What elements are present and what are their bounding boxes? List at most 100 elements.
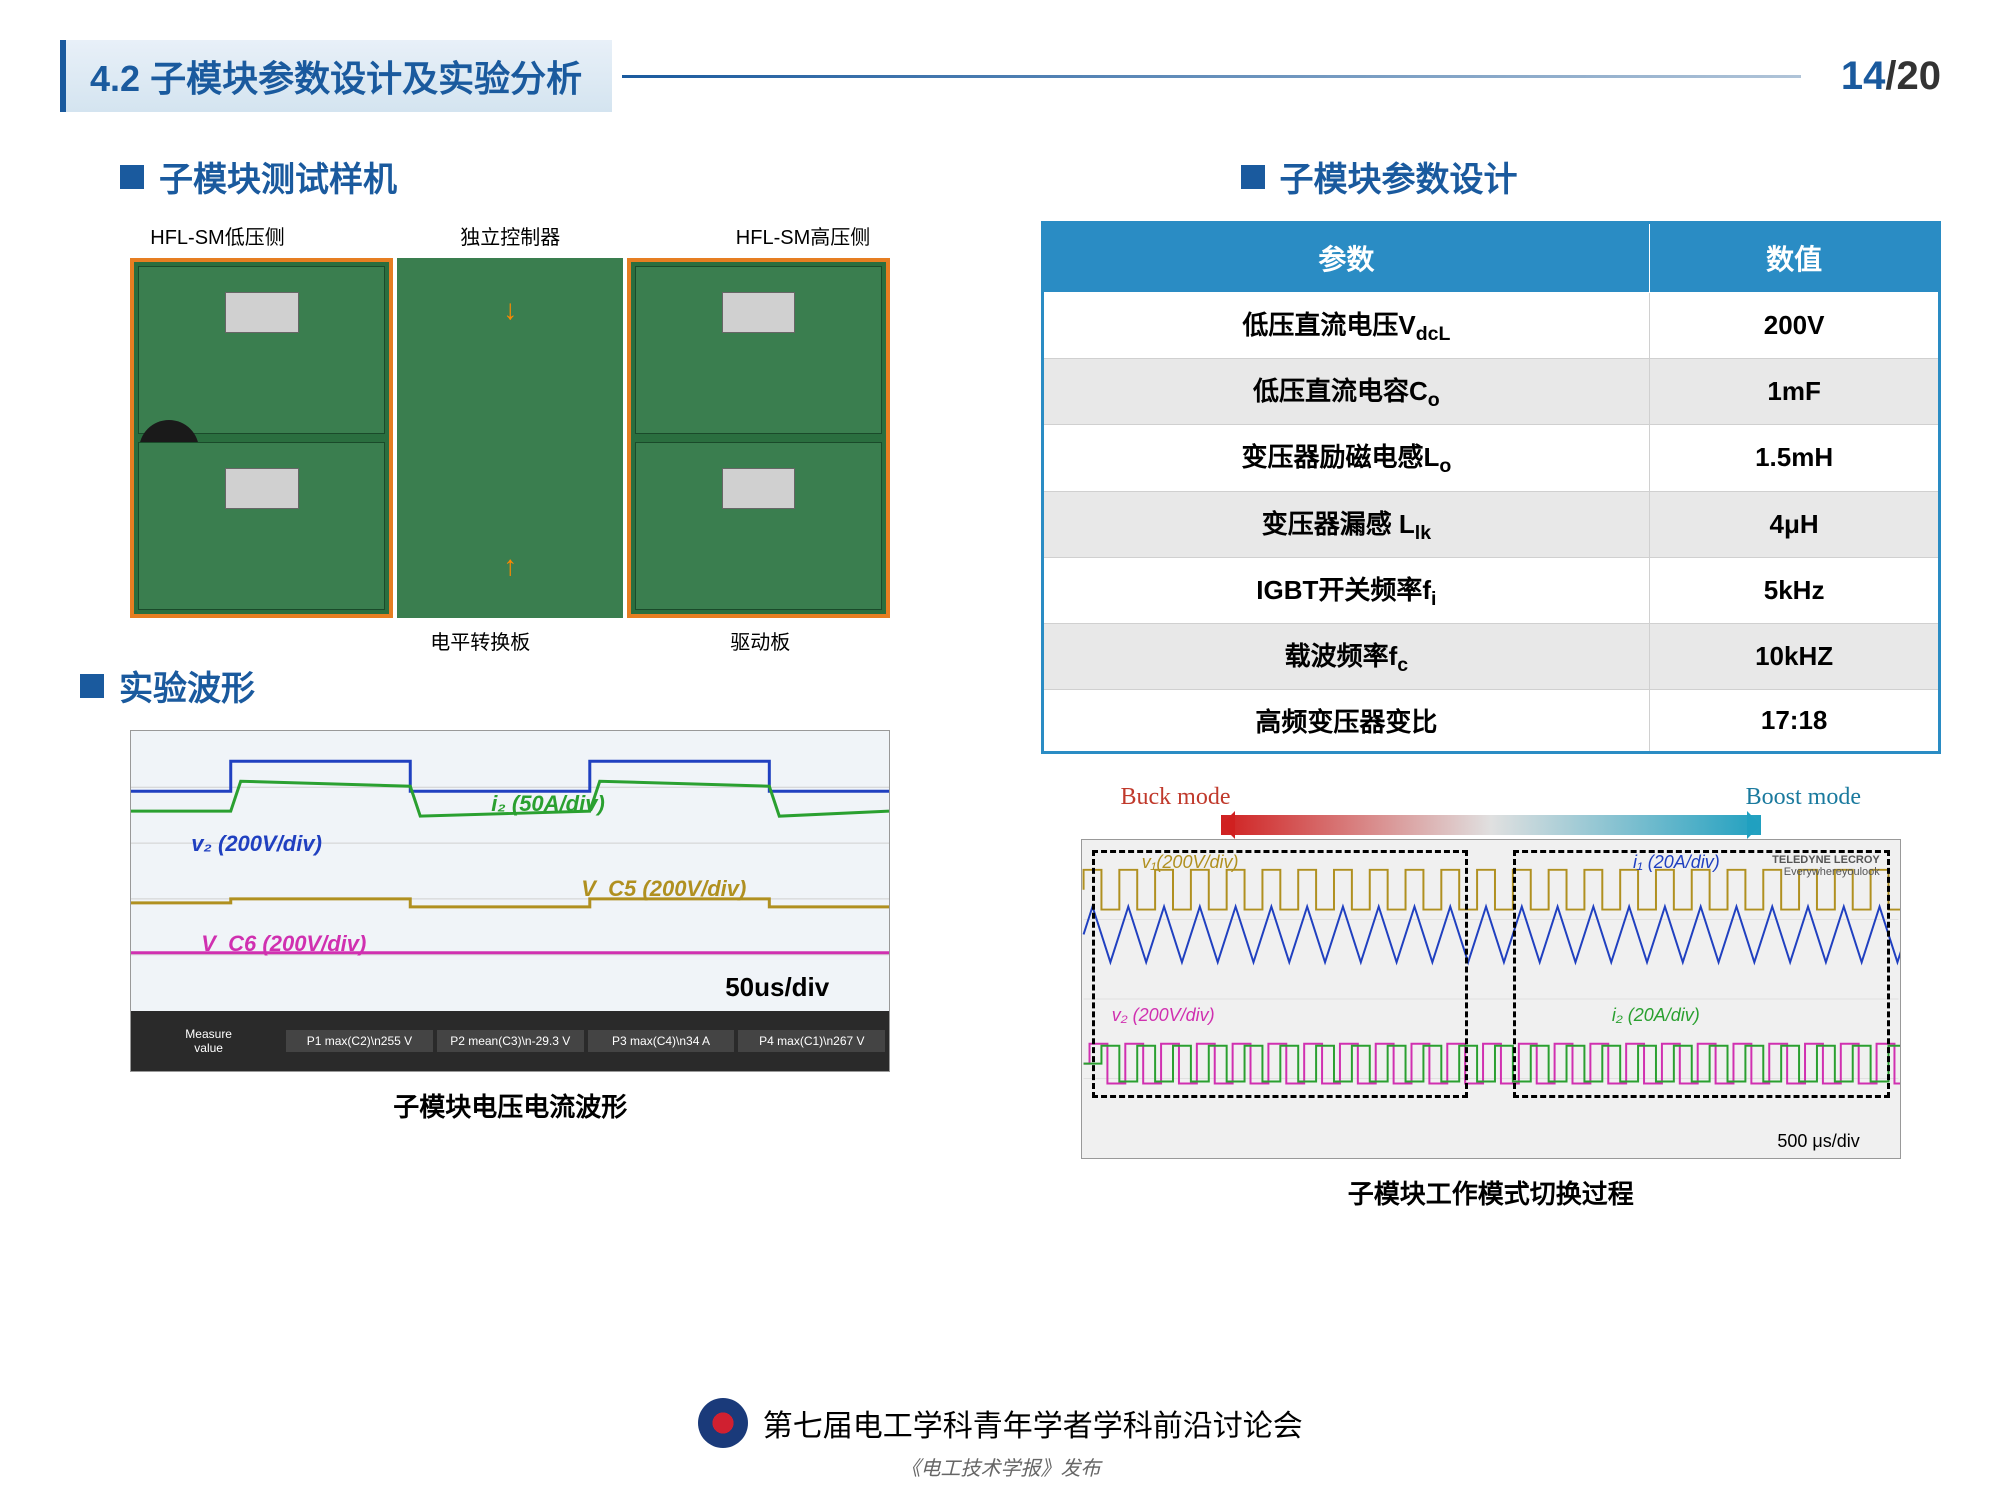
- pcb-figure: HFL-SM低压侧 独立控制器 HFL-SM高压侧 ↓ ↑: [130, 221, 890, 621]
- pcb-body: ↓ ↑: [130, 258, 890, 618]
- content-area: 子模块测试样机 HFL-SM低压侧 独立控制器 HFL-SM高压侧 ↓ ↑: [60, 152, 1941, 1211]
- value-cell: 1mF: [1650, 359, 1940, 425]
- param-cell: 高频变压器变比: [1042, 690, 1650, 753]
- arrow-down-icon: ↓: [503, 294, 517, 326]
- page-current: 14: [1841, 54, 1886, 98]
- right-column: 子模块参数设计 参数 数值 低压直流电压VdcL200V低压直流电容Co1mF变…: [1041, 152, 1942, 1211]
- wave2-label-v1: v₁(200V/div): [1142, 852, 1239, 873]
- value-cell: 10kHZ: [1650, 623, 1940, 689]
- meter: P1 max(C2)\n255 V: [286, 1030, 433, 1052]
- table-row: 低压直流电容Co1mF: [1042, 359, 1940, 425]
- buck-mode-region: [1092, 850, 1468, 1098]
- arrow-up-icon: ↑: [503, 550, 517, 582]
- table-header-row: 参数 数值: [1042, 223, 1940, 293]
- table-header-param: 参数: [1042, 223, 1650, 293]
- param-cell: IGBT开关频率fi: [1042, 557, 1650, 623]
- footer: 第七届电工学科青年学者学科前沿讨论会 《电工技术学报》发布: [0, 1398, 2001, 1481]
- pcb-bottom-labels: 电平转换板 驱动板: [130, 626, 890, 655]
- bullet-icon: [80, 674, 104, 698]
- waveform2: v₁(200V/div) i₁ (20A/div) v₂ (200V/div) …: [1081, 839, 1901, 1159]
- bullet-icon: [1241, 165, 1265, 189]
- param-cell: 变压器漏感 Llk: [1042, 491, 1650, 557]
- param-cell: 载波频率fc: [1042, 623, 1650, 689]
- waveform2-caption: 子模块工作模式切换过程: [1041, 1174, 1942, 1211]
- page-number: 14/20: [1841, 54, 1941, 99]
- pcb-top-labels: HFL-SM低压侧 独立控制器 HFL-SM高压侧: [130, 221, 890, 250]
- pcb-chip: [225, 292, 299, 334]
- mode-gradient-arrow: [1221, 815, 1761, 835]
- waveform1: i₂ (50A/div) v₂ (200V/div) V_C5 (200V/di…: [130, 730, 890, 1072]
- wave-label-timediv: 50us/div: [725, 972, 829, 1003]
- table-row: 变压器漏感 Llk4μH: [1042, 491, 1940, 557]
- boost-mode-region: [1513, 850, 1889, 1098]
- param-cell: 低压直流电容Co: [1042, 359, 1650, 425]
- wave2-label-timediv: 500 μs/div: [1777, 1131, 1859, 1152]
- param-table: 参数 数值 低压直流电压VdcL200V低压直流电容Co1mF变压器励磁电感Lo…: [1041, 221, 1942, 754]
- buck-mode-label: Buck mode: [1121, 784, 1231, 811]
- value-cell: 17:18: [1650, 690, 1940, 753]
- waveform1-plot: i₂ (50A/div) v₂ (200V/div) V_C5 (200V/di…: [131, 731, 889, 1011]
- page-total: /20: [1885, 54, 1941, 98]
- pcb-label-top-left: HFL-SM低压侧: [150, 221, 284, 250]
- value-cell: 200V: [1650, 293, 1940, 359]
- pcb-left-panel: [130, 258, 393, 618]
- param-cell: 变压器励磁电感Lo: [1042, 425, 1650, 491]
- meter: P2 mean(C3)\n-29.3 V: [437, 1030, 584, 1052]
- table-row: IGBT开关频率fi5kHz: [1042, 557, 1940, 623]
- boost-mode-label: Boost mode: [1746, 784, 1861, 811]
- table-row: 载波频率fc10kHZ: [1042, 623, 1940, 689]
- title-bar: 4.2 子模块参数设计及实验分析 14/20: [60, 40, 1941, 112]
- meter: P4 max(C1)\n267 V: [738, 1030, 885, 1052]
- left-section2-header: 实验波形: [80, 661, 961, 710]
- pcb-label-bot-right: 驱动板: [730, 626, 790, 655]
- pcb-chip: [225, 468, 299, 510]
- title-divider: [622, 75, 1801, 78]
- pcb-module: [138, 266, 385, 434]
- slide-title-box: 4.2 子模块参数设计及实验分析: [60, 40, 612, 112]
- wave2-label-i1: i₁ (20A/div): [1633, 852, 1720, 873]
- pcb-label-bot-mid: 电平转换板: [430, 626, 530, 655]
- left-section2-title: 实验波形: [119, 661, 255, 710]
- pcb-chip: [722, 468, 796, 510]
- table-row: 变压器励磁电感Lo1.5mH: [1042, 425, 1940, 491]
- waveform1-meters: Measurevalue P1 max(C2)\n255 V P2 mean(C…: [131, 1011, 889, 1071]
- wave2-label-i2: i₂ (20A/div): [1612, 1005, 1700, 1026]
- waveform1-svg: [131, 731, 889, 1011]
- bullet-icon: [120, 165, 144, 189]
- meter-label: Measurevalue: [135, 1023, 282, 1059]
- param-cell: 低压直流电压VdcL: [1042, 293, 1650, 359]
- pcb-module: [635, 266, 882, 434]
- section-number: 4.2: [90, 58, 140, 99]
- slide-title: 子模块参数设计及实验分析: [150, 58, 582, 99]
- pcb-center-panel: ↓ ↑: [397, 258, 623, 618]
- pcb-right-panel: [627, 258, 890, 618]
- footer-logo-icon: [698, 1398, 748, 1448]
- wave2-label-v2: v₂ (200V/div): [1112, 1005, 1215, 1026]
- pcb-label-top-right: HFL-SM高压侧: [736, 221, 870, 250]
- left-section1-title: 子模块测试样机: [159, 152, 397, 201]
- waveform1-caption: 子模块电压电流波形: [60, 1087, 961, 1124]
- pcb-label-top-mid: 独立控制器: [460, 221, 560, 250]
- right-section1-header: 子模块参数设计: [1241, 152, 1942, 201]
- mode-labels: Buck mode Boost mode: [1041, 784, 1942, 811]
- meter: P3 max(C4)\n34 A: [588, 1030, 735, 1052]
- value-cell: 4μH: [1650, 491, 1940, 557]
- wave-label-vc5: V_C5 (200V/div): [581, 876, 746, 902]
- pcb-module: [138, 442, 385, 610]
- value-cell: 5kHz: [1650, 557, 1940, 623]
- pcb-chip: [722, 292, 796, 334]
- table-row: 高频变压器变比17:18: [1042, 690, 1940, 753]
- pcb-module: [635, 442, 882, 610]
- wave-label-vc6: V_C6 (200V/div): [201, 931, 366, 957]
- wave-label-v2: v₂ (200V/div): [191, 831, 322, 857]
- footer-conference: 第七届电工学科青年学者学科前沿讨论会: [763, 1410, 1303, 1443]
- table-row: 低压直流电压VdcL200V: [1042, 293, 1940, 359]
- oscilloscope-brand: TELEDYNE LECROYEverywhereyoulook: [1772, 854, 1880, 878]
- table-header-value: 数值: [1650, 223, 1940, 293]
- footer-journal: 《电工技术学报》发布: [0, 1452, 2001, 1481]
- left-section1-header: 子模块测试样机: [120, 152, 961, 201]
- left-column: 子模块测试样机 HFL-SM低压侧 独立控制器 HFL-SM高压侧 ↓ ↑: [60, 152, 961, 1211]
- right-section1-title: 子模块参数设计: [1280, 152, 1518, 201]
- value-cell: 1.5mH: [1650, 425, 1940, 491]
- wave-label-i2: i₂ (50A/div): [491, 791, 605, 817]
